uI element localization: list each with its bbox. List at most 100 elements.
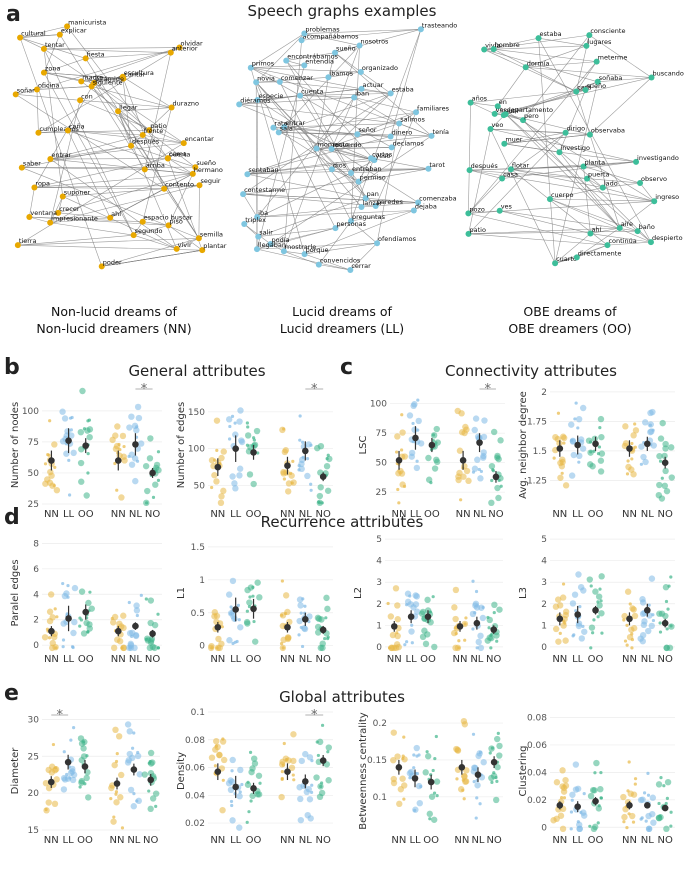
data-point [392, 585, 400, 592]
graph-edge [81, 81, 196, 168]
graph-node-label: directamente [578, 249, 622, 257]
graph-edge [278, 45, 360, 133]
data-point [213, 478, 220, 485]
graph-node [14, 242, 21, 249]
data-point [126, 728, 133, 735]
graph-edge [468, 102, 471, 214]
graph-node [633, 158, 640, 165]
graph-node-label: lanzar [362, 199, 382, 207]
data-point [669, 824, 673, 828]
graph-edge [168, 225, 203, 251]
graph-node [281, 123, 288, 130]
y-axis-label: L3 [518, 587, 529, 599]
data-point [46, 608, 54, 615]
data-point [119, 432, 127, 440]
graph-node-label: iba [258, 209, 268, 217]
data-point [279, 612, 287, 619]
mean-point [149, 469, 156, 477]
data-point [146, 644, 154, 652]
data-point [639, 817, 643, 821]
mean-point [474, 771, 482, 778]
mean-point [661, 459, 669, 467]
x-tick-label: OO [588, 654, 604, 665]
graph-edge [250, 67, 392, 148]
mean-point [250, 785, 257, 792]
data-point [297, 816, 305, 824]
data-point [131, 746, 135, 750]
graph-node [328, 166, 335, 173]
data-point [111, 613, 119, 621]
data-point [459, 498, 463, 502]
data-point [495, 639, 499, 643]
data-point [59, 408, 66, 415]
mean-point [574, 441, 581, 449]
graph-node [240, 191, 247, 198]
graph-edge [270, 135, 432, 245]
x-tick-label: LL [572, 509, 584, 520]
data-point [69, 738, 73, 742]
graph-edge [43, 47, 180, 50]
data-point [290, 757, 297, 765]
y-tick-label: 3 [541, 578, 547, 588]
graph-edge [590, 227, 620, 234]
data-point [66, 583, 70, 588]
graph-edge [122, 76, 172, 108]
data-point [248, 750, 253, 754]
data-point [133, 607, 141, 614]
data-point [479, 614, 487, 622]
y-axis-label: L1 [176, 587, 187, 599]
data-point [320, 723, 325, 727]
data-point [135, 414, 143, 422]
graph-edge [399, 123, 432, 137]
data-point [280, 770, 284, 774]
data-point [400, 413, 404, 417]
data-point [415, 417, 422, 425]
data-point [557, 459, 564, 467]
data-point [113, 461, 117, 466]
data-point [496, 731, 500, 735]
x-tick-label: NN [44, 654, 59, 665]
data-point [323, 637, 327, 641]
data-point [228, 424, 232, 429]
mean-point [626, 802, 633, 809]
data-point [664, 801, 668, 806]
graph-node [428, 132, 435, 139]
data-point [560, 471, 564, 475]
mean-point [644, 606, 651, 614]
graph-node [651, 198, 658, 205]
graph-edge [29, 187, 35, 218]
data-point [479, 469, 484, 474]
data-point [236, 824, 243, 831]
graph-node-label: suponer [64, 188, 91, 196]
data-point [236, 465, 244, 472]
data-point [147, 805, 154, 813]
data-point [146, 455, 154, 462]
data-point [214, 743, 221, 751]
data-point [581, 812, 588, 819]
graph-node [604, 242, 611, 249]
data-point [480, 759, 487, 766]
data-point [399, 448, 404, 452]
data-point [215, 448, 219, 452]
data-point [252, 436, 256, 440]
data-point [78, 588, 86, 595]
mean-point [459, 457, 467, 464]
data-point [480, 452, 487, 460]
data-point [645, 627, 652, 635]
data-point [486, 634, 493, 641]
graph-node-label: caña [69, 123, 85, 131]
graph-edge [490, 128, 556, 264]
graph-node [254, 97, 261, 104]
graph-edge [522, 119, 603, 188]
data-point [59, 438, 67, 445]
mean-point [48, 457, 55, 464]
data-point [411, 426, 418, 433]
data-point [589, 584, 593, 588]
graph-node-label: veo [491, 121, 503, 129]
data-point [474, 589, 479, 594]
x-tick-label: NN [622, 509, 637, 520]
graph-node-label: dirigo [567, 125, 586, 133]
data-point [626, 789, 630, 793]
data-point [229, 756, 236, 764]
graph-node [502, 111, 509, 118]
